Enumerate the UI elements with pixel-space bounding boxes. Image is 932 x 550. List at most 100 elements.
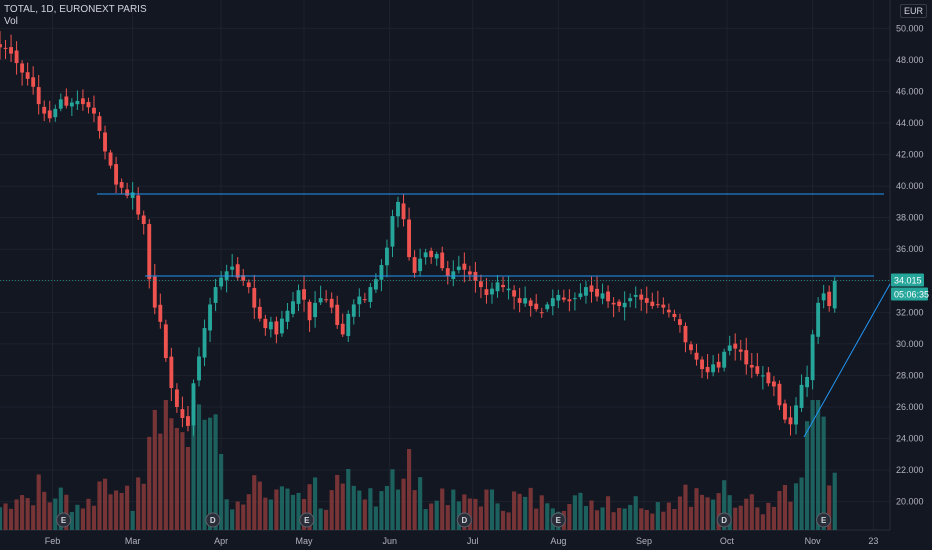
x-tick-label: May (296, 536, 314, 546)
volume-label[interactable]: Vol (4, 16, 18, 27)
candle-body (445, 268, 450, 277)
volume-bar (766, 502, 771, 530)
candle-body (462, 263, 467, 270)
candle-body (302, 289, 306, 300)
volume-bar (274, 489, 279, 530)
volume-bar (230, 509, 235, 530)
candle-body (501, 284, 505, 288)
candle-body (169, 356, 174, 389)
candle-body (191, 383, 196, 426)
y-tick-label: 30.000 (896, 339, 924, 349)
candle-body (385, 247, 389, 266)
candle-body (329, 298, 334, 308)
candle-body (628, 298, 633, 302)
candle-body (108, 152, 113, 166)
volume-bar (611, 512, 616, 530)
volume-bar (782, 484, 788, 530)
volume-bar (47, 502, 52, 530)
candle-body (517, 298, 522, 303)
candle-body (799, 384, 804, 408)
candle-body (738, 349, 743, 352)
candle-body (606, 291, 611, 302)
candle-body (373, 279, 378, 290)
volume-bar (793, 483, 799, 530)
volume-bar (279, 486, 284, 530)
rising-trendline (803, 283, 891, 438)
y-tick-label: 40.000 (896, 181, 924, 191)
currency-button[interactable]: EUR (900, 4, 928, 18)
earnings-badge-icon (550, 512, 566, 528)
candle-body (407, 219, 412, 258)
y-tick-label: 38.000 (896, 213, 924, 223)
volume-bar (622, 508, 627, 530)
volume-bar (578, 492, 583, 530)
candle-body (351, 304, 356, 317)
candle-body (92, 107, 96, 114)
symbol-title[interactable]: TOTAL, 1D, EURONEXT PARIS (4, 4, 147, 15)
candle-body (136, 195, 141, 215)
volume-bar (418, 477, 423, 530)
volume-bar (91, 505, 97, 530)
candle-body (263, 318, 268, 329)
candle-body (396, 201, 400, 217)
candle-body (174, 389, 179, 407)
candle-body (589, 285, 594, 292)
candle-body (36, 87, 41, 105)
candle-body (545, 304, 550, 310)
candle-body (141, 215, 146, 224)
volume-bar (744, 498, 749, 530)
candle-body (197, 356, 201, 381)
candle-body (152, 276, 157, 308)
price-tag (891, 273, 924, 287)
y-tick-label: 42.000 (896, 150, 924, 160)
volume-bar (716, 493, 721, 530)
candle-body (584, 287, 588, 296)
volume-bar (141, 483, 146, 530)
volume-bar (406, 448, 412, 530)
candle-body (672, 313, 677, 318)
candle-body (727, 345, 732, 351)
candle-body (219, 277, 224, 287)
candle-body (711, 364, 716, 373)
candle-body (595, 288, 599, 297)
volume-bar (241, 504, 246, 530)
volume-bar (42, 491, 47, 530)
volume-bar (760, 514, 765, 530)
candle-body (512, 290, 517, 297)
event-badge-letter: E (61, 516, 67, 525)
volume-bar (75, 504, 80, 530)
y-tick-label: 32.000 (896, 307, 924, 317)
candle-body (661, 304, 666, 308)
candle-body (213, 287, 218, 303)
volume-bar (583, 505, 589, 530)
volume-bar (130, 510, 135, 530)
volume-bar (346, 469, 351, 530)
volume-bar (102, 478, 108, 530)
event-badge-letter: D (721, 516, 727, 525)
volume-bar (263, 497, 268, 530)
candle-body (285, 310, 290, 322)
candle-body (622, 302, 627, 308)
earnings-badge-icon (56, 512, 72, 528)
volume-bar (489, 489, 495, 530)
volume-bar (224, 499, 229, 530)
candle-body (125, 189, 130, 196)
candle-body (794, 405, 798, 425)
candle-body (291, 301, 295, 314)
chart-legend: TOTAL, 1D, EURONEXT PARIS Vol (4, 4, 147, 28)
candle-body (9, 47, 13, 54)
candle-body (390, 216, 395, 247)
volume-bar (650, 513, 655, 530)
y-tick-label: 44.000 (896, 118, 924, 128)
candle-body (478, 281, 483, 288)
volume-bar (429, 503, 434, 530)
volume-bar (290, 494, 296, 530)
candle-body (58, 99, 63, 109)
volume-bar (440, 488, 445, 530)
volume-bar (235, 501, 240, 530)
volume-bar (711, 499, 716, 530)
candle-body (379, 265, 384, 280)
candle-body (340, 323, 345, 335)
y-tick-label: 24.000 (896, 434, 924, 444)
